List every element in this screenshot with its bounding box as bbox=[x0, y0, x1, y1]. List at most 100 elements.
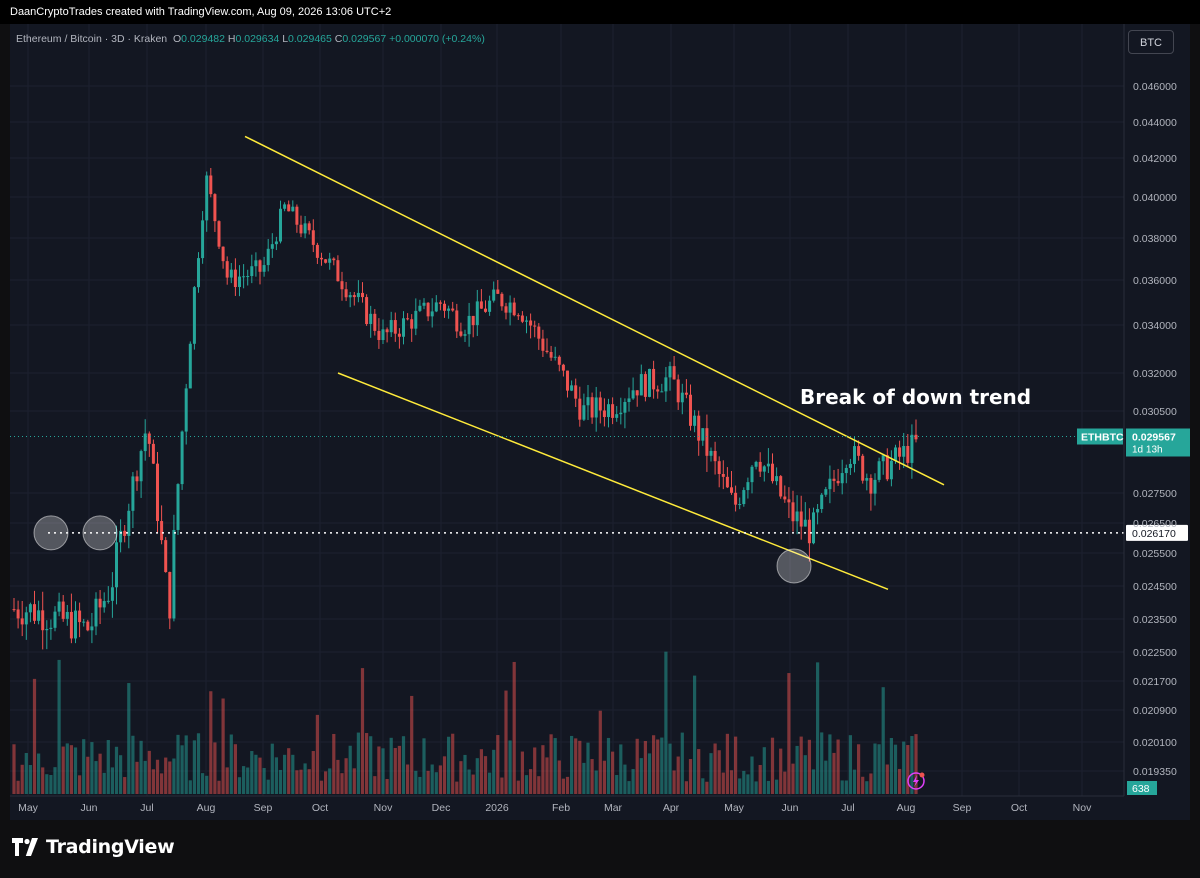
candle-body bbox=[406, 318, 410, 320]
candle-body bbox=[557, 356, 561, 365]
volume-bar bbox=[512, 661, 516, 794]
candle-body bbox=[914, 434, 918, 440]
volume-bar bbox=[475, 758, 479, 794]
candle-body bbox=[750, 466, 754, 483]
volume-bar bbox=[274, 757, 278, 794]
candle-body bbox=[791, 502, 795, 522]
volume-bar bbox=[750, 756, 754, 794]
candle-body bbox=[402, 318, 405, 337]
candle-body bbox=[45, 628, 49, 631]
volume-bar bbox=[377, 746, 381, 794]
volume-bar bbox=[463, 754, 467, 794]
volume-bar bbox=[693, 675, 697, 794]
candle-body bbox=[504, 306, 508, 313]
candle-body bbox=[20, 618, 24, 625]
price-tick-label: 0.042000 bbox=[1133, 153, 1177, 165]
candle-body bbox=[225, 261, 229, 278]
candle-body bbox=[652, 368, 656, 390]
volume-bar bbox=[824, 760, 828, 794]
volume-bar bbox=[844, 780, 848, 794]
volume-bar bbox=[660, 737, 664, 794]
candle-body bbox=[496, 289, 500, 294]
currency-button[interactable]: BTC bbox=[1128, 30, 1174, 54]
candle-body bbox=[176, 484, 180, 530]
volume-bar bbox=[438, 765, 442, 794]
candle-body bbox=[160, 521, 164, 541]
volume-bar bbox=[914, 734, 918, 794]
volume-bar bbox=[524, 775, 529, 794]
time-tick-label: Nov bbox=[374, 802, 393, 814]
volume-bar bbox=[635, 738, 639, 794]
lightning-icon-bolt bbox=[913, 775, 919, 787]
volume-bar bbox=[754, 781, 758, 794]
volume-bar bbox=[295, 770, 299, 794]
volume-bar bbox=[418, 776, 422, 794]
time-tick-label: Dec bbox=[432, 802, 451, 814]
price-tick-label: 0.036000 bbox=[1133, 275, 1177, 287]
candle-body bbox=[492, 289, 496, 301]
candle-body bbox=[746, 482, 750, 491]
candle-body bbox=[348, 295, 352, 298]
candle-body bbox=[660, 391, 664, 393]
candle-body bbox=[90, 626, 94, 631]
price-tick-label: 0.038000 bbox=[1133, 233, 1177, 245]
candle-body bbox=[336, 260, 340, 282]
candle-body bbox=[315, 244, 319, 258]
time-tick-label: Jul bbox=[140, 802, 153, 814]
candle-body bbox=[201, 220, 205, 259]
volume-bar bbox=[225, 767, 229, 794]
volume-bar bbox=[746, 774, 750, 794]
candle-body bbox=[488, 300, 492, 312]
volume-bar bbox=[721, 772, 725, 794]
candle-body bbox=[377, 330, 381, 340]
volume-bar bbox=[795, 745, 799, 794]
chart-grid bbox=[10, 24, 1124, 796]
highlight-circle bbox=[776, 548, 812, 584]
candle-body bbox=[270, 244, 274, 249]
volume-bar bbox=[602, 760, 606, 794]
notification-dot bbox=[919, 772, 925, 778]
volume-bar bbox=[188, 780, 192, 794]
low-value: 0.029465 bbox=[288, 33, 332, 45]
candle-body bbox=[262, 265, 266, 272]
candle-body bbox=[12, 609, 16, 611]
volume-bar bbox=[807, 739, 811, 794]
change-value: +0.000070 (+0.24%) bbox=[389, 33, 485, 45]
candle-body bbox=[274, 241, 278, 245]
candle-body bbox=[172, 529, 176, 619]
candle-body bbox=[877, 461, 881, 480]
price-tick-label: 0.022500 bbox=[1133, 647, 1177, 659]
volume-bar bbox=[373, 776, 377, 794]
candle-body bbox=[139, 451, 143, 482]
price-tick-label: 0.030500 bbox=[1133, 406, 1177, 418]
candle-body bbox=[754, 461, 758, 467]
volume-bar bbox=[78, 775, 82, 794]
volume-bar bbox=[586, 742, 590, 794]
open-label: O bbox=[173, 33, 182, 45]
volume-bar bbox=[319, 780, 324, 794]
candle-body bbox=[217, 221, 221, 247]
candle-body bbox=[906, 446, 910, 463]
candle-body bbox=[143, 433, 147, 452]
volume-bar bbox=[713, 743, 717, 794]
candle-body bbox=[332, 258, 336, 261]
price-tick-label: 0.026500 bbox=[1133, 518, 1177, 530]
volume-bar bbox=[598, 710, 602, 794]
volume-bar bbox=[611, 751, 615, 794]
volume-bar bbox=[504, 690, 508, 794]
candle-body bbox=[389, 320, 393, 333]
candle-body bbox=[836, 480, 840, 484]
tradingview-logo-text: TradingView bbox=[46, 836, 175, 858]
candle-body bbox=[279, 208, 282, 242]
candle-body bbox=[861, 455, 865, 481]
volume-bar bbox=[28, 764, 32, 794]
candle-body bbox=[512, 302, 516, 316]
volume-bar bbox=[53, 767, 57, 794]
time-tick-label: Apr bbox=[663, 802, 680, 814]
price-tick-label: 0.044000 bbox=[1133, 117, 1177, 129]
candle-body bbox=[824, 489, 828, 495]
volume-bar bbox=[676, 756, 680, 794]
candle-body bbox=[730, 487, 733, 493]
candle-body bbox=[742, 490, 746, 505]
